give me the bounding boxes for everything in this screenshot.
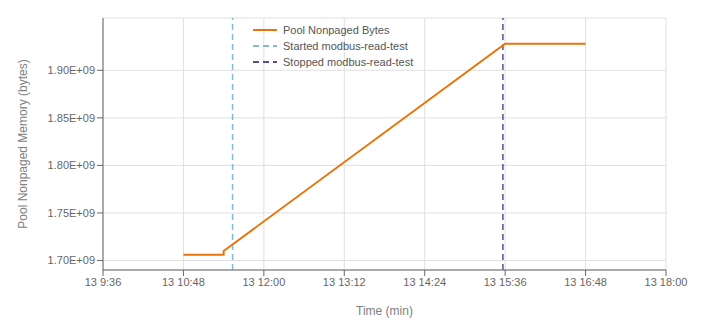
- html-text:Stopped modbus-read-test: Stopped modbus-read-test: [283, 56, 414, 68]
- html-text:Pool Nonpaged Bytes: Pool Nonpaged Bytes: [283, 24, 390, 36]
- svg-text:13 13:12: 13 13:12: [323, 276, 366, 288]
- svg-text:1.90E+09: 1.90E+09: [48, 64, 95, 76]
- svg-text:1.70E+09: 1.70E+09: [48, 254, 95, 266]
- svg-text:13 18:00: 13 18:00: [645, 276, 688, 288]
- svg-text:1.85E+09: 1.85E+09: [48, 112, 95, 124]
- html-text:Started modbus-read-test: Started modbus-read-test: [283, 40, 408, 52]
- svg-text:13 14:24: 13 14:24: [403, 276, 446, 288]
- svg-text:13 16:48: 13 16:48: [564, 276, 607, 288]
- svg-text:13 15:36: 13 15:36: [484, 276, 527, 288]
- svg-text:Time (min): Time (min): [356, 304, 413, 318]
- svg-text:Pool Nonpaged Memory (bytes): Pool Nonpaged Memory (bytes): [16, 59, 30, 228]
- svg-text:13 12:00: 13 12:00: [242, 276, 285, 288]
- svg-text:1.75E+09: 1.75E+09: [48, 207, 95, 219]
- svg-text:1.80E+09: 1.80E+09: [48, 159, 95, 171]
- svg-text:13 10:48: 13 10:48: [162, 276, 205, 288]
- svg-text:13 9:36: 13 9:36: [85, 276, 122, 288]
